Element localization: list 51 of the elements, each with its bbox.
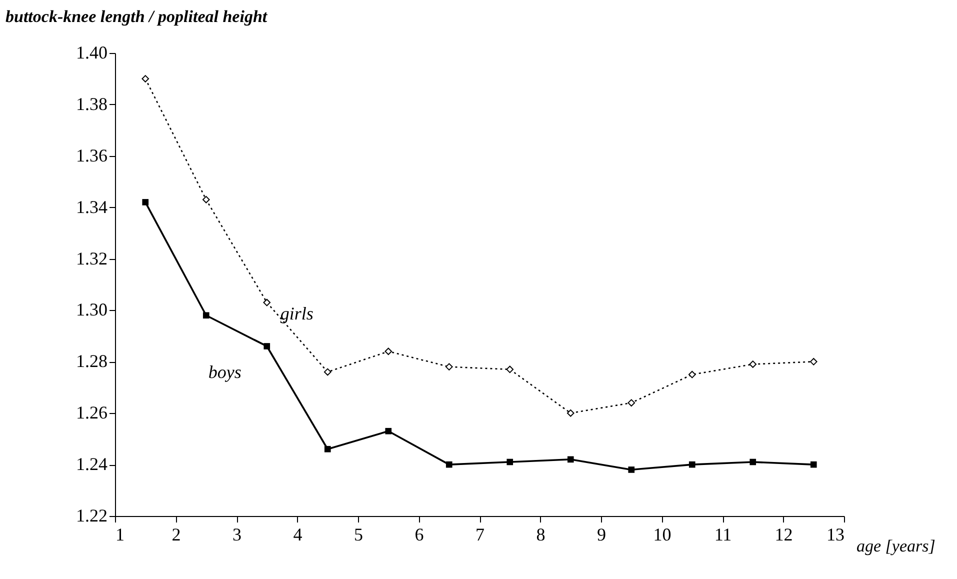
point — [264, 343, 270, 350]
point — [445, 363, 453, 370]
x-tick-label: 10 — [653, 524, 672, 544]
y-tick-label: 1.30 — [76, 300, 108, 320]
point — [749, 360, 757, 368]
point — [567, 456, 574, 463]
y-tick-label: 1.34 — [76, 196, 108, 217]
point — [384, 348, 392, 356]
x-tick-label: 4 — [293, 524, 302, 544]
point — [263, 298, 271, 306]
point — [810, 461, 817, 468]
x-tick-label: 5 — [354, 524, 363, 544]
x-tick-label: 1 — [116, 524, 124, 544]
x-tick-label: 9 — [597, 524, 606, 544]
x-tick-label: 11 — [714, 524, 732, 544]
point — [446, 461, 452, 468]
point — [810, 358, 818, 366]
point — [628, 399, 636, 406]
y-axis-title: buttock-knee length / popliteal height — [6, 7, 268, 26]
point — [506, 366, 514, 374]
y-tick-label: 1.26 — [76, 402, 108, 423]
x-tick-label: 12 — [774, 524, 793, 544]
x-tick-label: 2 — [172, 524, 181, 544]
y-tick-label: 1.36 — [76, 145, 108, 166]
point — [628, 466, 635, 473]
y-tick-label: 1.38 — [76, 94, 108, 114]
point — [324, 446, 331, 452]
point — [385, 428, 392, 434]
point — [750, 458, 756, 466]
x-tick-label: 7 — [476, 524, 484, 544]
y-tick-label: 1.24 — [76, 454, 108, 474]
y-tick-label: 1.32 — [76, 248, 108, 268]
x-tick-label: 13 — [826, 524, 844, 544]
point — [324, 368, 332, 376]
point — [566, 409, 574, 417]
y-tick-label: 1.40 — [76, 42, 108, 62]
y-tick-label: 1.22 — [76, 506, 108, 526]
y-tick-label: 1.28 — [76, 351, 108, 372]
point — [202, 312, 210, 319]
point — [202, 196, 210, 204]
point — [142, 199, 149, 206]
x-tick-label: 8 — [536, 524, 546, 544]
series-label: boys — [208, 362, 242, 382]
point — [142, 75, 150, 82]
point — [688, 370, 696, 378]
x-tick-label: 3 — [232, 524, 242, 544]
point — [688, 461, 696, 468]
series-label: girls — [280, 304, 314, 324]
x-tick-label: 6 — [414, 524, 424, 544]
point — [506, 458, 514, 466]
x-axis-title: age [years] — [856, 536, 936, 556]
